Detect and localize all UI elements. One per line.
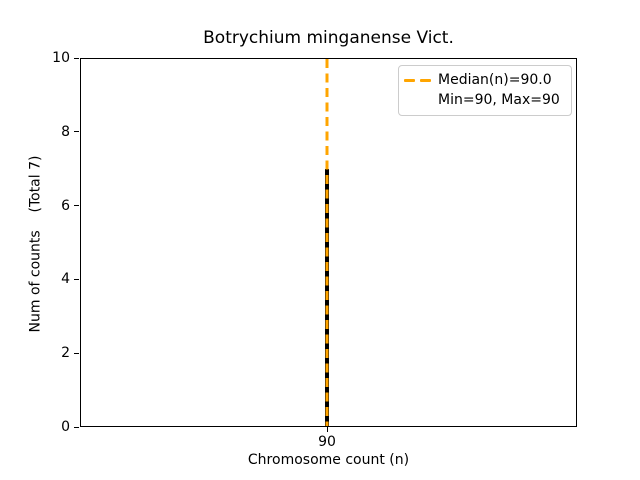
dashed-line-icon xyxy=(404,78,431,82)
y-tick-mark xyxy=(74,57,79,59)
y-tick-mark xyxy=(74,426,79,428)
legend-item-minmax: Min=90, Max=90 xyxy=(404,90,563,110)
legend-label-median: Median(n)=90.0 xyxy=(438,71,552,88)
y-tick-label: 6 xyxy=(61,197,70,214)
y-tick-mark xyxy=(74,205,79,207)
y-tick-label: 0 xyxy=(61,419,70,435)
y-tick-label: 4 xyxy=(61,271,70,288)
y-tick-mark xyxy=(74,131,79,133)
x-tick-mark xyxy=(326,427,328,432)
y-tick-mark xyxy=(74,352,79,354)
x-tick-label: 90 xyxy=(318,434,336,450)
plot-area xyxy=(80,58,577,427)
legend-label-minmax: Min=90, Max=90 xyxy=(438,91,560,108)
y-tick-mark xyxy=(74,278,79,280)
chart-title: Botrychium minganense Vict. xyxy=(203,28,454,48)
median-line xyxy=(325,59,329,426)
y-axis-label: Num of counts (Total 7) xyxy=(27,155,44,333)
y-tick-label: 8 xyxy=(61,123,70,140)
y-tick-label: 2 xyxy=(61,345,70,362)
x-axis-label: Chromosome count (n) xyxy=(247,452,410,468)
legend-item-median: Median(n)=90.0 xyxy=(404,70,563,90)
legend: Median(n)=90.0 Min=90, Max=90 xyxy=(398,65,572,116)
y-tick-label: 10 xyxy=(52,50,70,66)
